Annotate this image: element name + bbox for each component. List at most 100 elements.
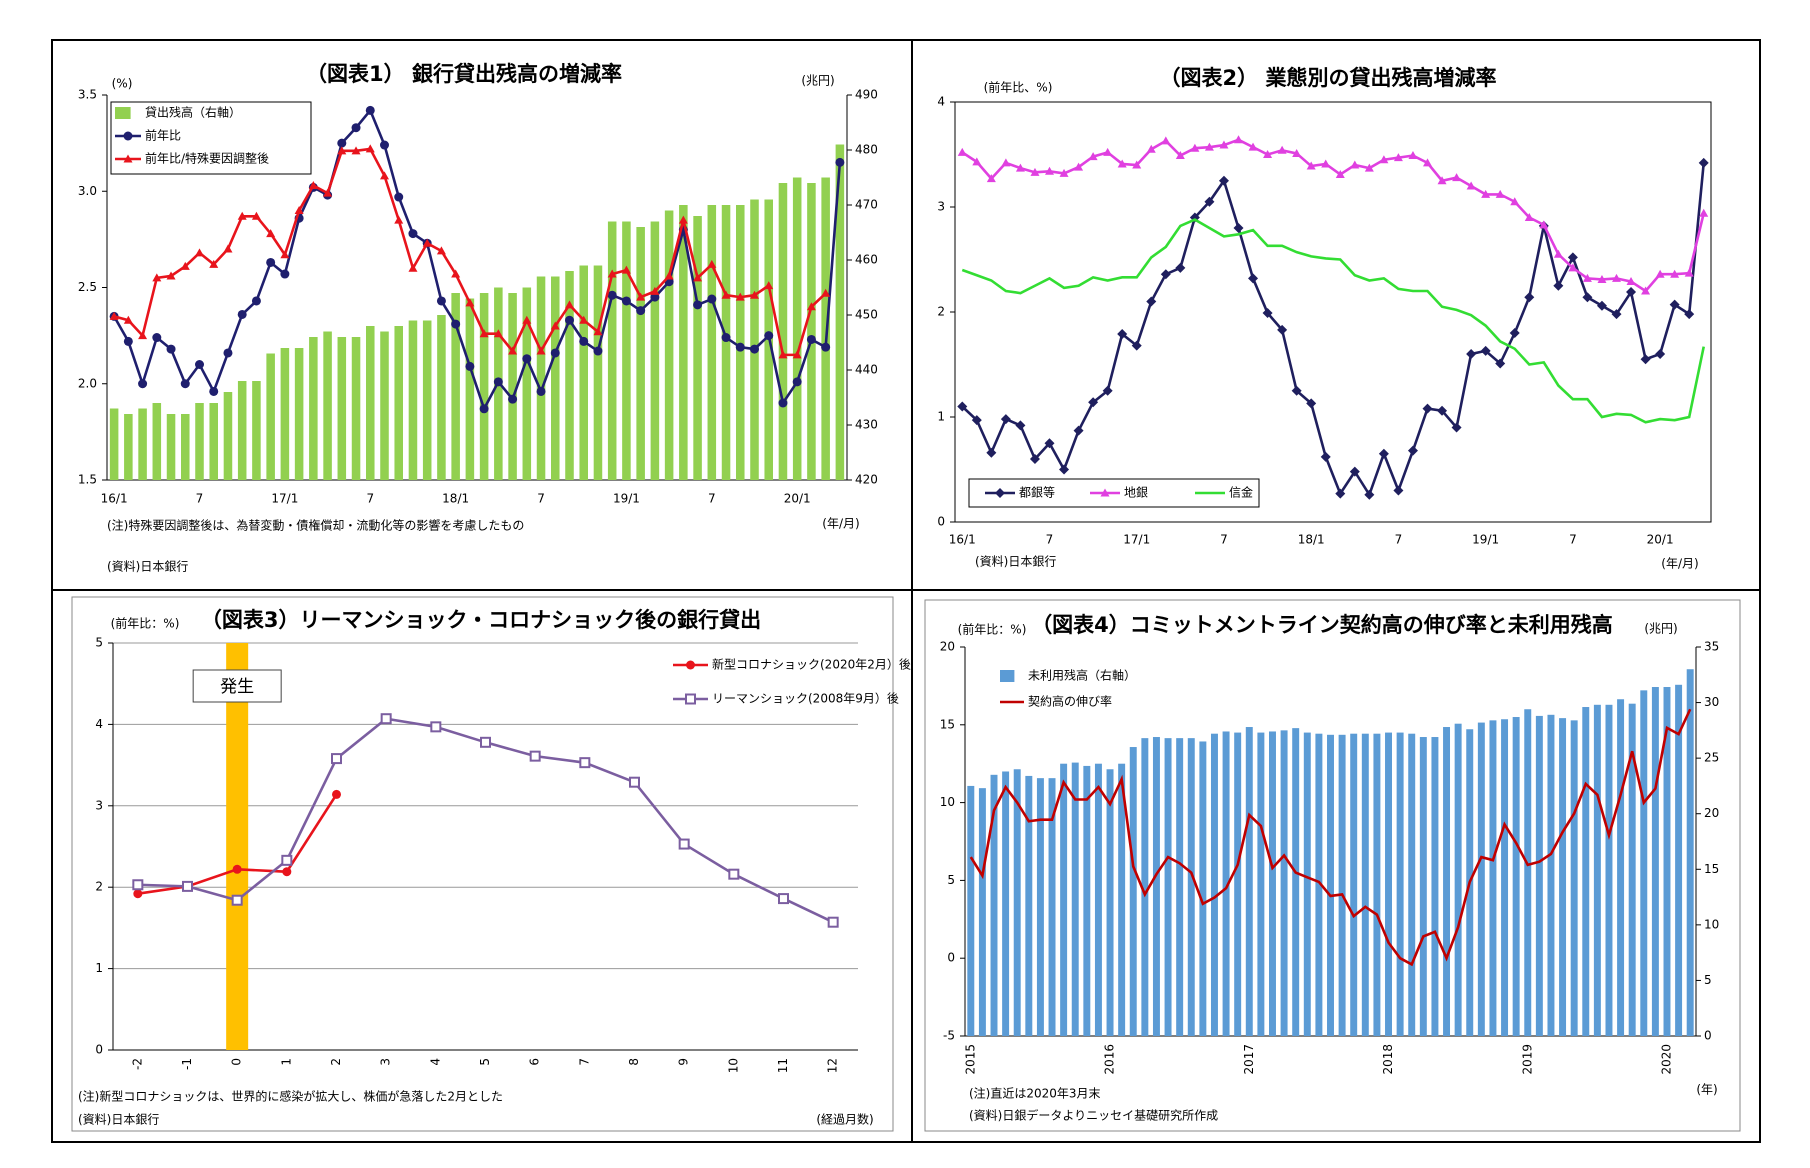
marker bbox=[1117, 159, 1127, 168]
marker bbox=[1059, 168, 1069, 177]
marker bbox=[294, 206, 304, 214]
marker bbox=[721, 333, 731, 343]
x-tick-label: 18/1 bbox=[1298, 533, 1325, 547]
marker bbox=[180, 261, 190, 270]
marker bbox=[337, 138, 347, 148]
marker bbox=[266, 229, 276, 238]
marker bbox=[536, 346, 546, 355]
line bbox=[961, 218, 1706, 424]
marker bbox=[522, 315, 532, 324]
y-tick-label: 1.5 bbox=[78, 473, 97, 487]
bar bbox=[451, 293, 460, 480]
marker bbox=[1611, 309, 1622, 320]
marker bbox=[621, 265, 631, 274]
bar bbox=[166, 414, 176, 480]
marker bbox=[1684, 268, 1694, 277]
bar bbox=[1593, 704, 1601, 1036]
marker bbox=[536, 386, 546, 396]
chart-title: （図表3）リーマンショック・コロナショック後の銀行貸出 bbox=[201, 608, 761, 632]
marker bbox=[821, 288, 831, 297]
marker bbox=[1437, 405, 1448, 416]
x-tick-label: 7 bbox=[1569, 533, 1577, 547]
marker bbox=[835, 157, 845, 167]
marker bbox=[1045, 166, 1054, 175]
y2-tick-label: 15 bbox=[1704, 862, 1719, 876]
bar bbox=[679, 205, 688, 480]
x-tick-label: 19/1 bbox=[613, 492, 640, 506]
marker bbox=[1510, 197, 1520, 206]
y-tick-label: 3 bbox=[937, 200, 945, 214]
bar bbox=[1094, 763, 1102, 1036]
bar bbox=[138, 408, 147, 480]
bar bbox=[1280, 730, 1288, 1036]
marker bbox=[1102, 385, 1113, 396]
marker bbox=[778, 893, 789, 905]
marker bbox=[735, 342, 745, 352]
y-tick-label: 5 bbox=[947, 873, 955, 887]
marker bbox=[422, 238, 432, 247]
marker bbox=[827, 916, 839, 928]
marker bbox=[1495, 189, 1505, 198]
marker bbox=[232, 864, 242, 874]
marker bbox=[806, 334, 816, 344]
panel-frame bbox=[924, 599, 1741, 1132]
marker bbox=[1015, 163, 1025, 172]
bar bbox=[522, 287, 532, 480]
marker bbox=[1582, 273, 1592, 282]
x-tick-label: 2015 bbox=[963, 1044, 977, 1075]
marker bbox=[995, 488, 1005, 498]
marker bbox=[1567, 252, 1578, 263]
y2-tick-label: 10 bbox=[1704, 917, 1719, 931]
marker bbox=[1262, 308, 1273, 319]
marker bbox=[280, 269, 290, 279]
legend-label: リーマンショック(2008年9月）後 bbox=[712, 692, 899, 706]
bar bbox=[1234, 732, 1242, 1036]
marker bbox=[1103, 147, 1113, 156]
bar bbox=[366, 326, 375, 480]
marker bbox=[1132, 160, 1142, 169]
marker bbox=[1234, 135, 1243, 144]
bar bbox=[967, 785, 975, 1036]
marker bbox=[664, 271, 674, 280]
marker bbox=[629, 776, 640, 788]
bar bbox=[1327, 734, 1334, 1036]
x-tick-label: 2019 bbox=[1520, 1044, 1534, 1075]
y2-tick-label: 450 bbox=[855, 308, 878, 322]
bar bbox=[351, 337, 361, 480]
marker bbox=[1100, 488, 1110, 497]
bar bbox=[1210, 733, 1218, 1036]
bar bbox=[622, 221, 631, 480]
bar bbox=[1071, 762, 1079, 1036]
marker bbox=[1393, 485, 1404, 496]
legend-swatch bbox=[115, 107, 131, 119]
x-tick-label: 7 bbox=[366, 492, 374, 506]
marker bbox=[678, 838, 690, 850]
marker bbox=[1422, 403, 1433, 414]
marker bbox=[650, 292, 660, 302]
y2-tick-label: 460 bbox=[855, 253, 878, 267]
marker bbox=[565, 315, 574, 325]
marker bbox=[750, 344, 759, 354]
bar bbox=[1164, 738, 1172, 1036]
legend-swatch bbox=[1000, 670, 1015, 682]
line bbox=[112, 107, 842, 413]
bar bbox=[1396, 732, 1404, 1036]
bar bbox=[1373, 733, 1381, 1036]
bar bbox=[1060, 763, 1068, 1036]
bar bbox=[1524, 709, 1532, 1036]
marker bbox=[408, 229, 418, 239]
x-tick-label: 20/1 bbox=[784, 492, 811, 506]
x-tick-label: 20/1 bbox=[1647, 533, 1674, 547]
y-tick-label: 4 bbox=[937, 95, 945, 109]
x-tick-label: 2017 bbox=[1242, 1044, 1256, 1075]
x-tick-label: 2020 bbox=[1659, 1044, 1673, 1075]
marker bbox=[493, 329, 503, 338]
marker bbox=[436, 296, 446, 306]
marker bbox=[1655, 349, 1666, 359]
bar bbox=[1257, 732, 1265, 1036]
marker bbox=[465, 361, 475, 371]
x-tick-label: 8 bbox=[627, 1058, 641, 1066]
marker bbox=[1291, 385, 1302, 396]
marker bbox=[123, 154, 133, 163]
marker bbox=[693, 300, 703, 310]
